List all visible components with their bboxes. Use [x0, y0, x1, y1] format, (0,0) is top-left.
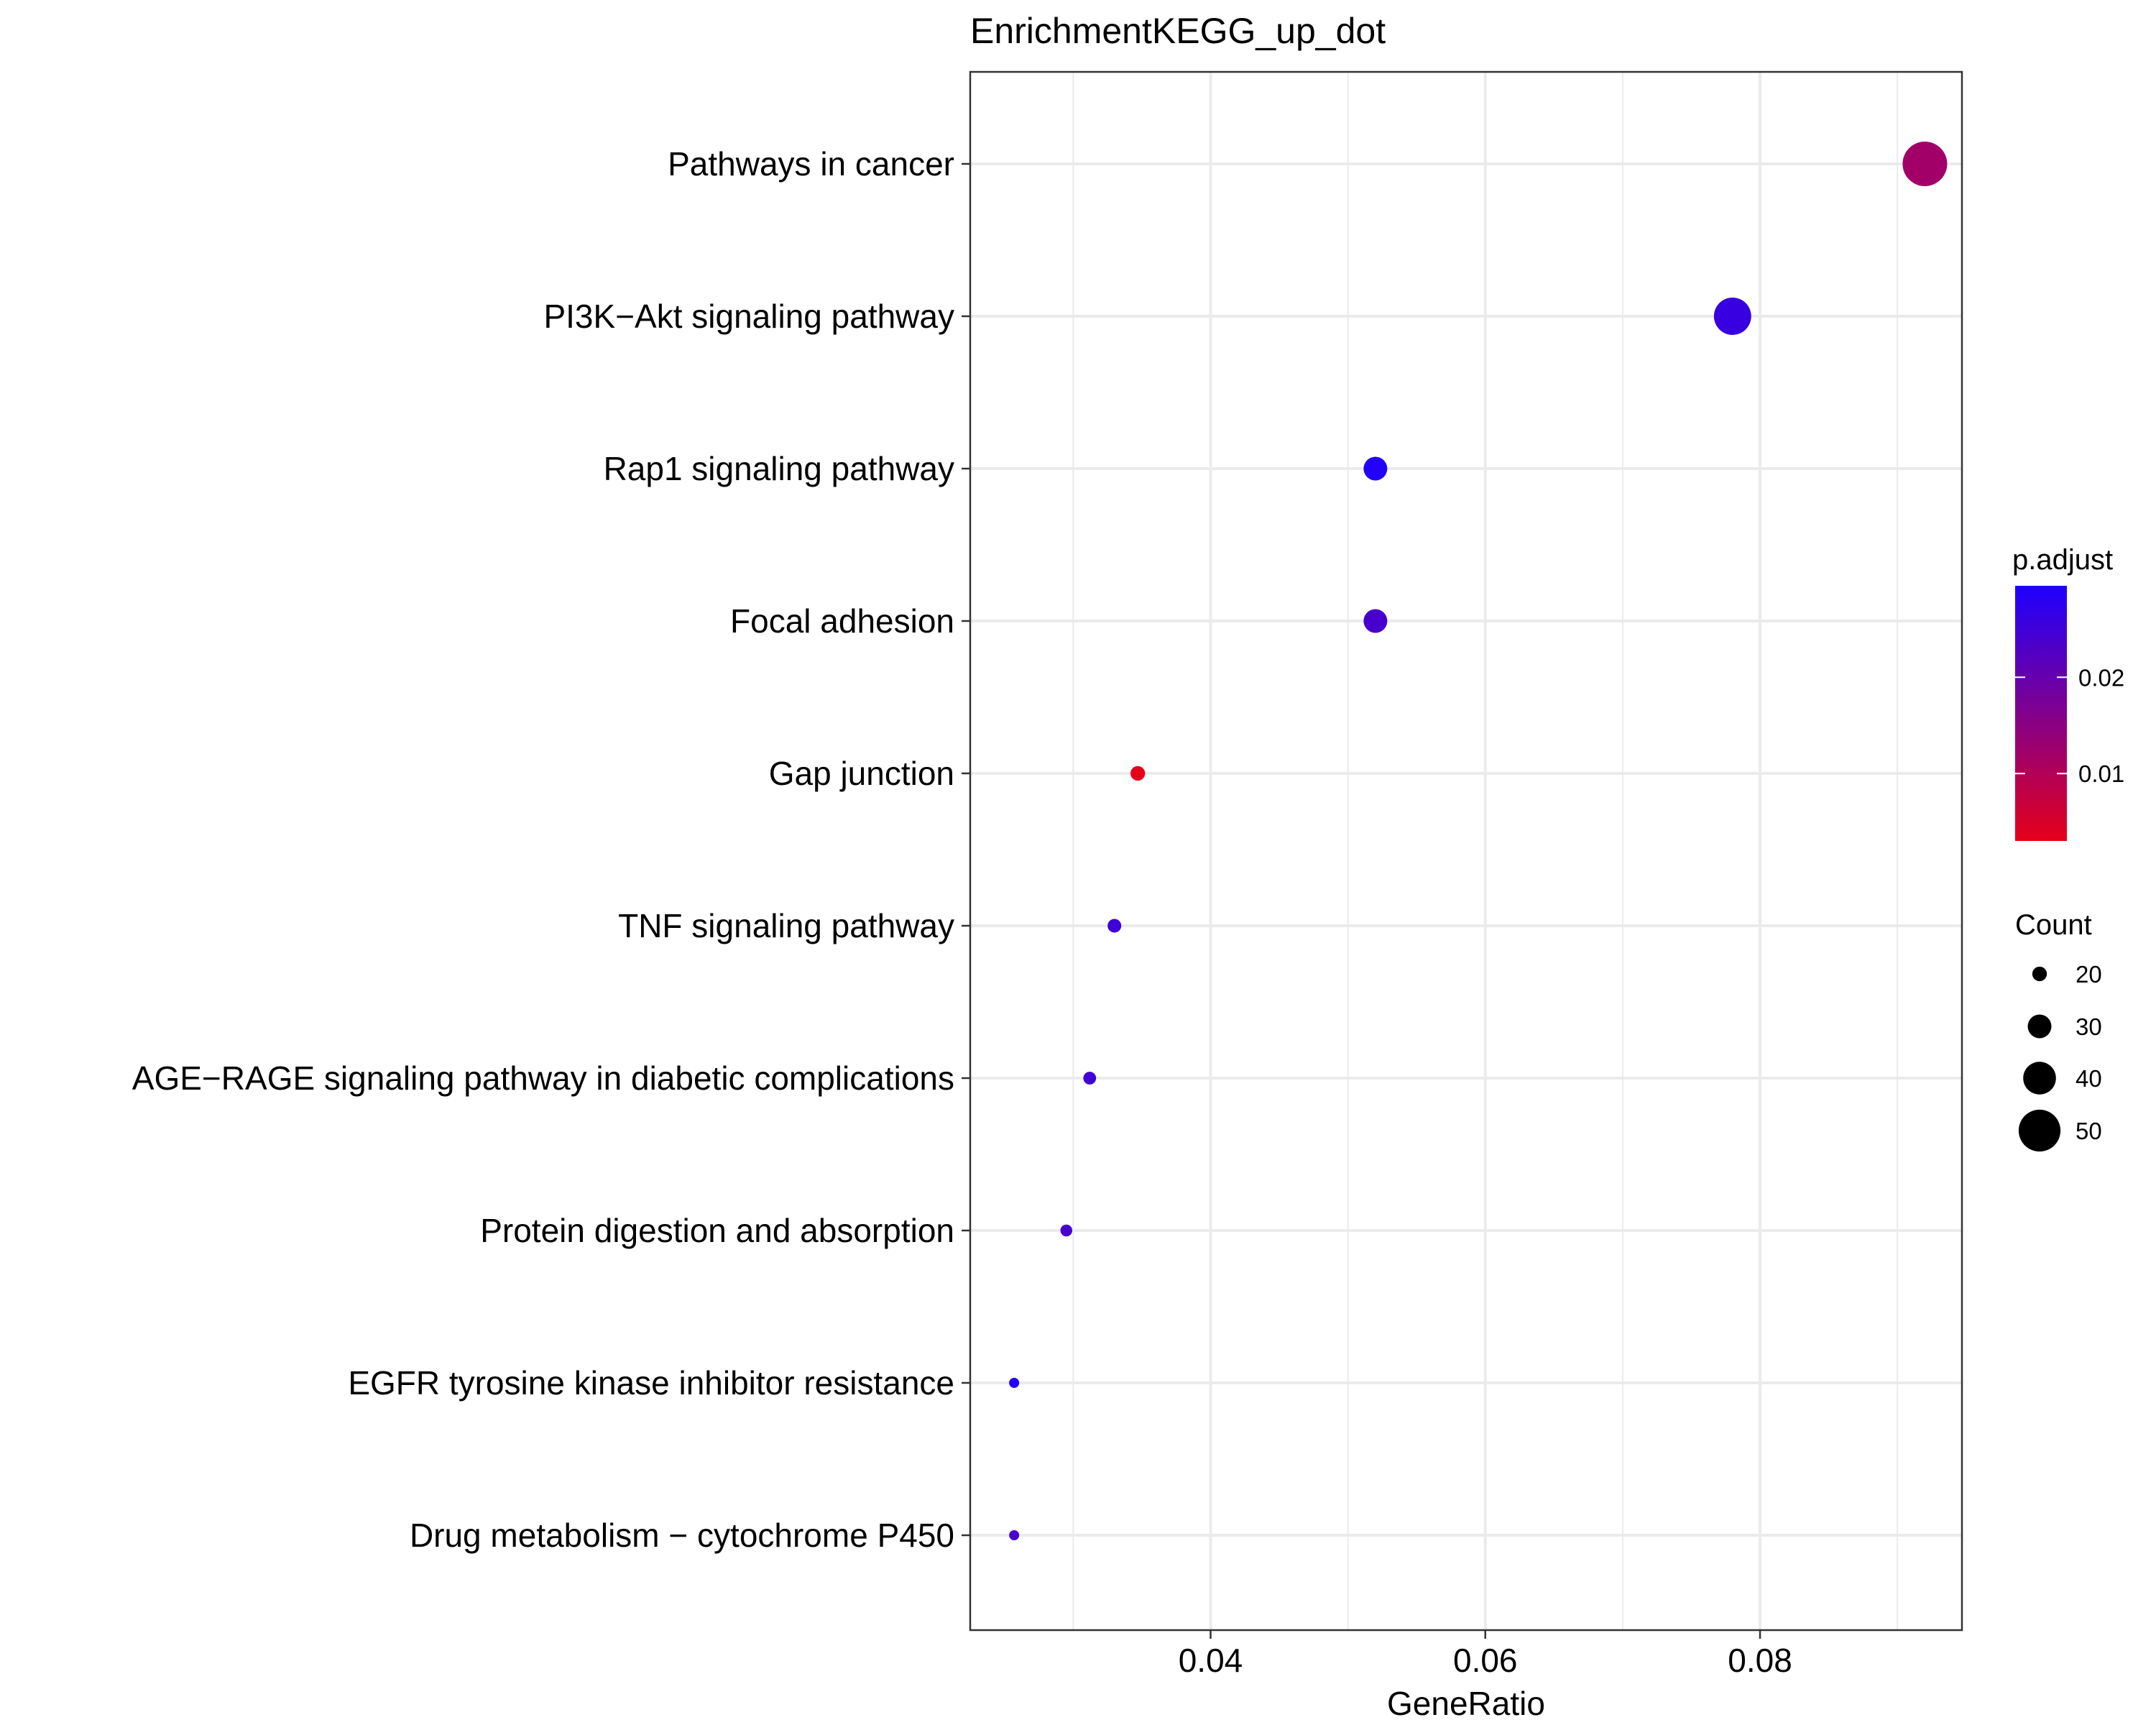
x-tick-label: 0.06 [1453, 1642, 1518, 1679]
size-legend-key [2032, 966, 2047, 982]
data-point [1060, 1224, 1073, 1237]
chart-title: EnrichmentKEGG_up_dot [970, 11, 1386, 51]
y-category-label: PI3K−Akt signaling pathway [543, 298, 954, 335]
y-category-label: TNF signaling pathway [618, 907, 954, 944]
size-legend-key [2023, 1062, 2056, 1095]
data-point [1107, 919, 1122, 933]
legends: p.adjust Count 0.01 0.02 20 30 40 50 [2012, 544, 2124, 1152]
data-points [1009, 142, 1948, 1540]
y-category-label: Drug metabolism − cytochrome P450 [410, 1517, 954, 1554]
x-axis-label: GeneRatio [1387, 1685, 1545, 1722]
plot-panel-border [969, 70, 1963, 1632]
data-point [1902, 142, 1948, 186]
data-point [1083, 1072, 1097, 1085]
color-legend-bar [2015, 586, 2067, 841]
grid-lines [970, 72, 1962, 1630]
data-point [1130, 765, 1146, 781]
x-tick-label: 0.04 [1179, 1642, 1243, 1679]
data-point [1009, 1378, 1020, 1388]
size-legend-key [2018, 1109, 2061, 1152]
y-category-label: Focal adhesion [730, 602, 954, 640]
size-legend-label: 30 [2076, 1013, 2102, 1040]
size-legend-label: 50 [2076, 1118, 2102, 1144]
data-point [1363, 609, 1388, 633]
y-category-label: EGFR tyrosine kinase inhibitor resistanc… [348, 1364, 954, 1402]
size-legend-label: 20 [2076, 961, 2102, 988]
y-category-label: Protein digestion and absorption [480, 1212, 954, 1249]
y-category-label: AGE−RAGE signaling pathway in diabetic c… [132, 1059, 954, 1097]
color-legend-label: 0.02 [2078, 664, 2124, 691]
data-point [1713, 298, 1751, 335]
size-legend-key [2027, 1014, 2052, 1039]
axes: 0.04 0.06 0.08 Pathways in cancer PI3K−Akt s… [132, 145, 1792, 1679]
size-legend-title: Count [2015, 909, 2092, 941]
y-category-label: Rap1 signaling pathway [604, 450, 954, 487]
x-tick-label: 0.08 [1728, 1642, 1792, 1679]
data-point [1009, 1530, 1020, 1540]
size-legend-label: 40 [2076, 1065, 2102, 1092]
y-category-label: Gap junction [769, 755, 954, 792]
color-legend-title: p.adjust [2012, 544, 2113, 576]
y-category-label: Pathways in cancer [668, 145, 954, 183]
color-legend-label: 0.01 [2078, 760, 2124, 787]
data-point [1363, 456, 1388, 481]
